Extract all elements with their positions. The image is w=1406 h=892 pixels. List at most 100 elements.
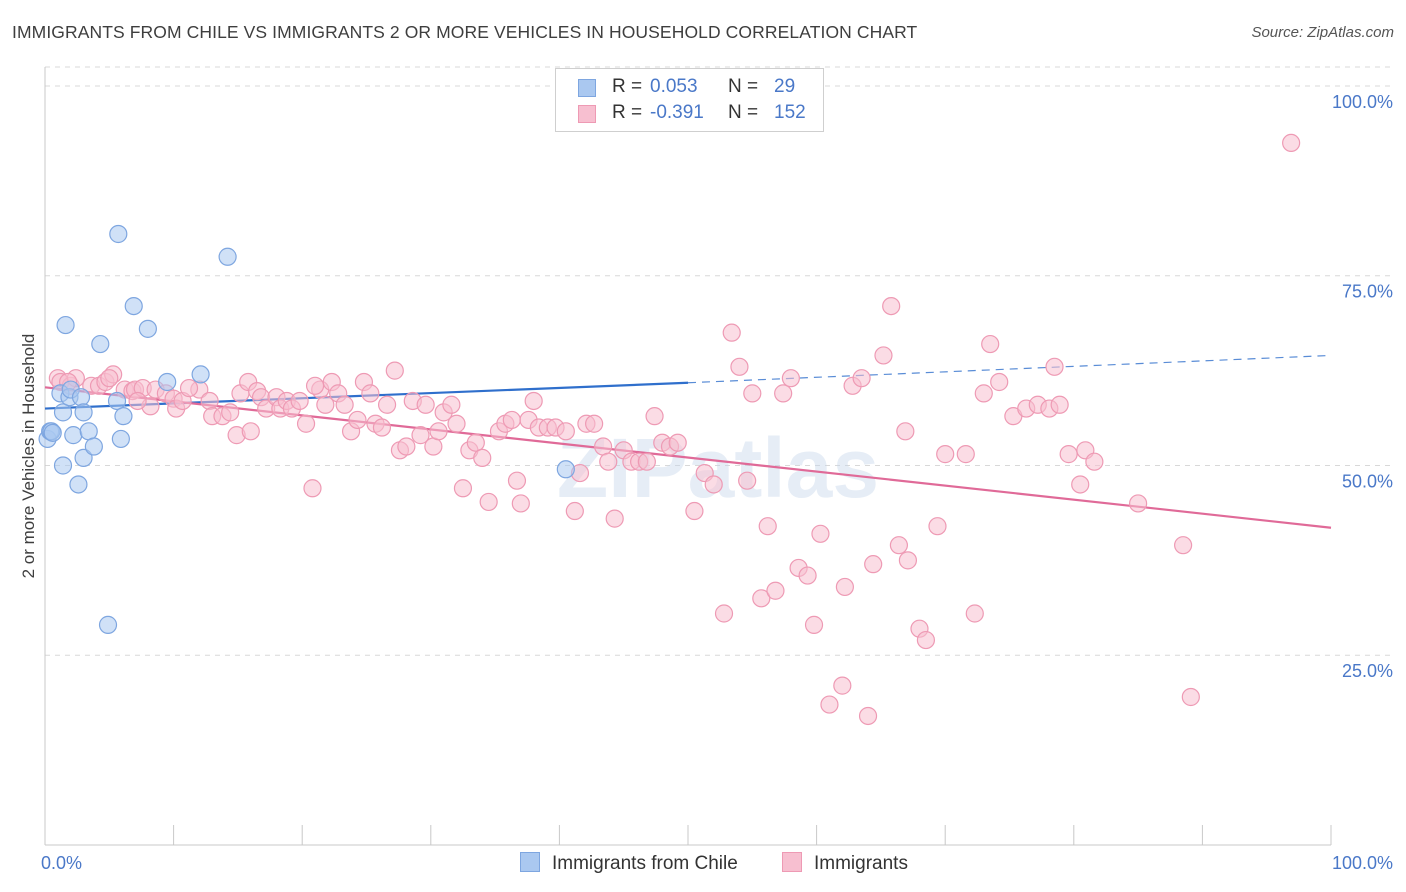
immigrants-point bbox=[290, 391, 309, 411]
immigrants-point bbox=[714, 604, 734, 623]
chile-point bbox=[98, 615, 118, 634]
immigrants-point bbox=[781, 369, 800, 388]
immigrants-point bbox=[804, 615, 824, 634]
immigrants-point bbox=[858, 706, 878, 726]
chile-point bbox=[114, 407, 133, 426]
r-value: -0.391 bbox=[650, 102, 704, 123]
immigrants-point bbox=[416, 395, 435, 414]
immigrants-point bbox=[835, 577, 854, 597]
legend-swatch-chile bbox=[520, 852, 540, 872]
immigrants-point bbox=[833, 676, 852, 695]
y-tick-label: 50.0% bbox=[1342, 471, 1393, 491]
chile-trend-extension bbox=[687, 354, 1332, 384]
immigrants-point bbox=[738, 471, 757, 490]
chile-point bbox=[218, 247, 237, 266]
immigrants-point bbox=[241, 422, 260, 441]
chile-point bbox=[53, 456, 73, 475]
immigrants-point bbox=[466, 433, 485, 452]
y-tick-label: 75.0% bbox=[1342, 282, 1393, 302]
immigrants-point bbox=[637, 452, 656, 471]
n-value: 152 bbox=[774, 102, 806, 123]
immigrants-point bbox=[473, 448, 492, 467]
chile-point bbox=[158, 372, 177, 392]
x-tick-label: 100.0% bbox=[1332, 853, 1393, 873]
chile-point bbox=[91, 334, 110, 354]
chile-point bbox=[556, 460, 575, 479]
immigrants-point bbox=[397, 437, 416, 456]
immigrants-point bbox=[798, 566, 817, 585]
chile-point bbox=[124, 296, 143, 316]
immigrants-point bbox=[361, 384, 380, 403]
immigrants-point bbox=[429, 422, 448, 441]
immigrants-point bbox=[1059, 445, 1078, 464]
n-label: N = bbox=[728, 76, 759, 97]
chile-point bbox=[107, 391, 127, 411]
immigrants-point bbox=[556, 422, 575, 441]
r-label: R = bbox=[612, 102, 643, 123]
immigrants-point bbox=[442, 395, 461, 414]
immigrants-point bbox=[385, 361, 404, 380]
immigrants-point bbox=[296, 414, 316, 433]
chile-point bbox=[138, 319, 157, 338]
immigrants-point bbox=[565, 501, 584, 521]
chile-point bbox=[64, 426, 83, 445]
immigrants-point bbox=[889, 536, 909, 555]
legend-item-immigrants[interactable]: Immigrants bbox=[782, 852, 908, 875]
source-label: Source: ZipAtlas.com bbox=[1251, 24, 1394, 41]
tick-labels: 25.0% 50.0% 75.0% 100.0% 0.0% 100.0% bbox=[41, 92, 1393, 873]
immigrants-point bbox=[645, 407, 664, 426]
immigrants-point bbox=[1282, 133, 1301, 153]
immigrants-point bbox=[585, 414, 604, 433]
chile-point bbox=[84, 437, 103, 456]
legend-swatch-immigrants bbox=[782, 852, 802, 872]
immigrants-point bbox=[1128, 494, 1148, 513]
immigrants-point bbox=[372, 418, 392, 437]
chile-point bbox=[191, 365, 210, 384]
swatch-immigrants bbox=[578, 105, 596, 123]
immigrants-point bbox=[882, 296, 901, 316]
immigrants-point bbox=[605, 509, 624, 528]
chile-point bbox=[74, 403, 93, 422]
immigrants-point bbox=[898, 551, 918, 570]
immigrants-point bbox=[479, 492, 498, 512]
immigrants-point bbox=[411, 426, 430, 445]
immigrants-point bbox=[928, 517, 947, 536]
immigrants-point bbox=[316, 395, 335, 414]
immigrants-point bbox=[179, 378, 199, 398]
immigrants-point bbox=[502, 410, 521, 430]
immigrants-point bbox=[453, 479, 473, 498]
chile-point bbox=[111, 429, 130, 449]
immigrants-point bbox=[1050, 395, 1069, 414]
immigrants-point bbox=[303, 479, 322, 498]
immigrants-point bbox=[766, 581, 785, 600]
immigrants-point bbox=[594, 437, 613, 456]
legend-label-chile: Immigrants from Chile bbox=[552, 853, 738, 874]
stats-row-immigrants: R = -0.391 N = 152 bbox=[556, 101, 823, 127]
immigrants-point bbox=[524, 391, 543, 411]
axes bbox=[44, 67, 1332, 846]
immigrants-point bbox=[305, 376, 325, 395]
immigrants-point bbox=[852, 369, 871, 388]
immigrants-point bbox=[936, 445, 955, 464]
immigrants-point bbox=[743, 384, 762, 403]
immigrants-point bbox=[965, 604, 984, 623]
r-value: 0.053 bbox=[650, 76, 698, 97]
immigrants-point bbox=[774, 384, 793, 403]
immigrants-point bbox=[200, 391, 219, 411]
immigrants-point bbox=[447, 414, 466, 433]
immigrants-point bbox=[668, 433, 687, 452]
immigrants-point bbox=[1174, 536, 1193, 555]
y-tick-label: 25.0% bbox=[1342, 661, 1393, 681]
immigrants-point bbox=[377, 395, 397, 414]
chile-point bbox=[74, 448, 93, 467]
immigrants-point bbox=[990, 372, 1009, 392]
legend-item-chile[interactable]: Immigrants from Chile bbox=[520, 852, 738, 875]
legend-label-immigrants: Immigrants bbox=[814, 853, 908, 874]
immigrants-point bbox=[896, 422, 915, 441]
immigrants-point bbox=[864, 555, 883, 574]
immigrants-point bbox=[1045, 357, 1064, 376]
chile-point bbox=[56, 315, 75, 335]
immigrants-point bbox=[811, 524, 830, 543]
immigrants-point bbox=[956, 445, 975, 464]
